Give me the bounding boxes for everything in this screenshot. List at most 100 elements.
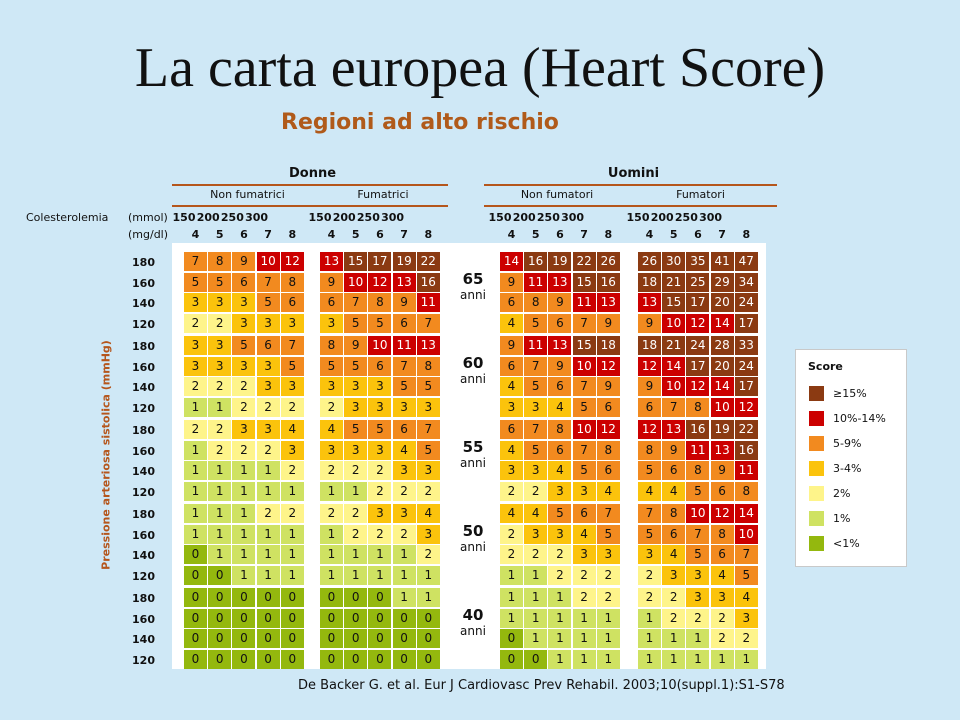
risk-cell: 1 — [344, 482, 368, 502]
cholesterol-mmol-tick: 7 — [400, 228, 408, 241]
risk-cell: 7 — [734, 545, 758, 565]
risk-cell: 3 — [686, 588, 710, 607]
risk-cell: 0 — [368, 588, 392, 607]
risk-cell: 0 — [232, 588, 256, 607]
risk-cell: 3 — [368, 440, 392, 460]
risk-cell: 7 — [638, 504, 661, 523]
risk-cell: 8 — [710, 524, 734, 544]
risk-cell: 11 — [392, 336, 416, 355]
age-value: 40 — [462, 606, 484, 624]
cholesterol-mmol-tick: 4 — [507, 228, 516, 241]
header-men: Uomini — [607, 166, 660, 181]
risk-cell: 13 — [416, 336, 440, 355]
legend-swatch — [809, 461, 824, 476]
risk-cell: 6 — [232, 272, 256, 292]
risk-cell: 3 — [256, 356, 280, 376]
risk-cell: 15 — [662, 293, 686, 313]
cholesterol-mgdl-label: (mg/dl) — [128, 228, 169, 241]
risk-cell: 2 — [232, 377, 256, 397]
risk-cell: 3 — [686, 566, 710, 586]
age-unit: anni — [460, 288, 486, 302]
risk-cell: 13 — [710, 440, 734, 460]
risk-cell: 1 — [596, 629, 620, 649]
risk-cell: 18 — [638, 336, 661, 355]
risk-cell: 3 — [232, 314, 256, 334]
risk-cell: 2 — [208, 314, 232, 334]
risk-cell: 12 — [638, 420, 661, 439]
risk-cell: 2 — [524, 482, 548, 502]
age-label: 55 anni — [448, 438, 498, 470]
risk-cell: 4 — [662, 545, 686, 565]
risk-cell: 41 — [710, 252, 734, 271]
age-value: 55 — [462, 438, 484, 456]
risk-cell: 1 — [392, 545, 416, 565]
risk-cell: 1 — [500, 588, 523, 607]
risk-cell: 4 — [500, 314, 523, 334]
risk-cell: 9 — [232, 252, 256, 271]
cholesterol-mgdl-tick: 250 — [356, 211, 380, 224]
risk-cell: 3 — [184, 293, 207, 313]
risk-cell: 2 — [280, 504, 304, 523]
risk-cell: 16 — [686, 420, 710, 439]
risk-cell: 1 — [208, 524, 232, 544]
risk-cell: 16 — [596, 272, 620, 292]
risk-cell: 11 — [524, 272, 548, 292]
risk-cell: 0 — [256, 588, 280, 607]
risk-cell: 3 — [184, 336, 207, 355]
risk-cell: 5 — [416, 377, 440, 397]
risk-cell: 6 — [710, 545, 734, 565]
risk-cell: 3 — [320, 314, 343, 334]
age-label: 50 anni — [448, 522, 498, 554]
risk-cell: 8 — [662, 504, 686, 523]
risk-cell: 2 — [320, 398, 343, 418]
risk-cell: 2 — [500, 524, 523, 544]
risk-cell: 3 — [320, 377, 343, 397]
risk-cell: 5 — [208, 272, 232, 292]
sbp-tick-label: 180 — [132, 592, 155, 605]
risk-cell: 2 — [548, 545, 572, 565]
risk-cell: 7 — [416, 420, 440, 439]
risk-cell: 3 — [256, 420, 280, 439]
risk-cell: 1 — [500, 566, 523, 586]
risk-cell: 4 — [524, 504, 548, 523]
risk-cell: 1 — [710, 650, 734, 670]
risk-cell: 11 — [734, 461, 758, 481]
cholesterol-mgdl-tick: 150 — [626, 211, 650, 224]
risk-cell: 0 — [320, 588, 343, 607]
risk-cell: 2 — [232, 398, 256, 418]
header-women-rule — [172, 184, 448, 186]
risk-cell: 16 — [416, 272, 440, 292]
risk-cell: 0 — [184, 588, 207, 607]
risk-cell: 18 — [638, 272, 661, 292]
cholesterol-mgdl-tick: 250 — [674, 211, 698, 224]
risk-cell: 14 — [662, 356, 686, 376]
sbp-tick-label: 160 — [132, 612, 155, 626]
risk-cell: 0 — [184, 566, 207, 586]
risk-cell: 1 — [208, 398, 232, 418]
risk-cell: 1 — [232, 566, 256, 586]
risk-cell: 3 — [320, 440, 343, 460]
risk-cell: 3 — [184, 356, 207, 376]
cholesterol-mgdl-tick: 250 — [220, 211, 244, 224]
risk-cell: 12 — [368, 272, 392, 292]
risk-cell: 3 — [232, 356, 256, 376]
risk-cell: 9 — [710, 461, 734, 481]
risk-cell: 1 — [208, 482, 232, 502]
risk-cell: 10 — [572, 420, 596, 439]
risk-cell: 10 — [662, 377, 686, 397]
risk-cell: 12 — [596, 420, 620, 439]
sbp-tick-label: 120 — [132, 486, 155, 500]
risk-cell: 0 — [184, 629, 207, 649]
risk-cell: 2 — [686, 608, 710, 628]
risk-cell: 5 — [344, 314, 368, 334]
cholesterol-mgdl-tick: 250 — [536, 211, 560, 224]
risk-cell: 5 — [524, 314, 548, 334]
risk-cell: 6 — [368, 356, 392, 376]
risk-cell: 1 — [256, 545, 280, 565]
risk-cell: 3 — [710, 588, 734, 607]
legend-label: 1% — [833, 512, 851, 525]
risk-cell: 3 — [524, 461, 548, 481]
risk-cell: 3 — [638, 545, 661, 565]
risk-cell: 6 — [662, 524, 686, 544]
legend-swatch — [809, 436, 824, 451]
